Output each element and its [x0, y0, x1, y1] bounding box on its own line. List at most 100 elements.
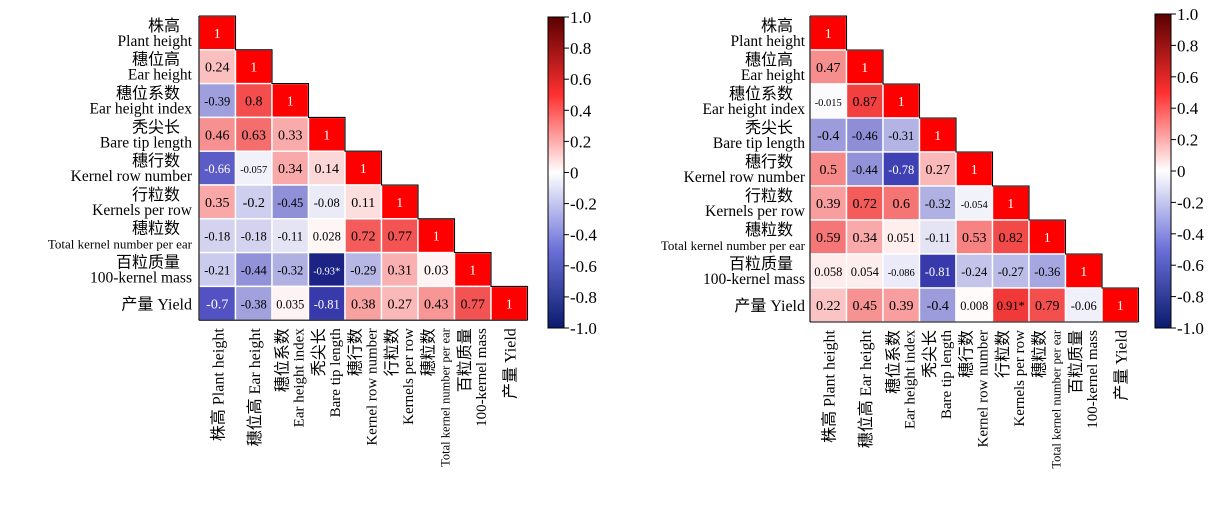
col-label-zh: 穗位系数	[884, 330, 902, 394]
col-label-en: Kernel row number	[364, 328, 380, 445]
row-label-zh: 株高	[148, 17, 180, 35]
heatmap-cell-label: 0.058	[814, 265, 842, 279]
col-label: 穗位高 Ear height	[857, 329, 875, 448]
heatmap-cell-label: 0.72	[351, 230, 376, 245]
heatmap-cell	[307, 150, 346, 186]
colorbar-tick-label: 0.6	[1177, 68, 1198, 87]
col-label: 株高 Plant height	[820, 329, 838, 442]
heatmap-cell-label: -0.24	[961, 265, 988, 279]
heatmap-cell-label: 0.03	[424, 264, 449, 279]
heatmap-cell	[991, 287, 1030, 323]
heatmap-cell-label: 0.77	[461, 297, 486, 312]
colorbar-tick-label: -0.8	[570, 288, 597, 307]
row-label-zh: 穗位高	[745, 51, 793, 69]
heatmap-cell-label: -0.78	[888, 163, 914, 177]
col-label-zh: 穗行数	[346, 328, 364, 376]
heatmap-cell-label: 0.38	[351, 297, 376, 312]
col-label: 株高 Plant height	[209, 328, 227, 441]
colorbar	[547, 16, 565, 329]
heatmap-cell-label: -0.21	[204, 264, 230, 278]
heatmap-cell-label: 0.028	[313, 230, 341, 244]
heatmap-cell-label: -0.32	[277, 264, 303, 278]
row-label-en: Ear height index	[703, 101, 806, 118]
col-label-en: Kernels per row	[401, 328, 417, 425]
row-label-zh: 百粒质量	[729, 255, 793, 273]
col-label-en: Total kernel number per ear	[1049, 329, 1063, 468]
heatmap-cell-label: 1	[861, 61, 868, 76]
col-label-en: 100-kernel mass	[474, 328, 490, 427]
heatmap-cell-label: 0.6	[893, 197, 911, 212]
heatmap-cell-label: -0.4	[927, 299, 949, 314]
heatmap-cell-label: 0.27	[388, 297, 413, 312]
heatmap-cell	[845, 287, 884, 323]
col-label-zh: 行粒数	[994, 330, 1012, 378]
heatmap-cell-label: 1	[825, 27, 832, 42]
row-label-en: Kernel row number	[684, 169, 806, 186]
heatmap-cell-label: 0.43	[424, 297, 449, 312]
heatmap-cell-label: -0.27	[998, 265, 1024, 279]
heatmap-cell-label: 0.53	[962, 231, 987, 246]
heatmap-cell-label: 0.22	[816, 299, 841, 314]
row-label-zh: 行粒数	[745, 187, 793, 205]
heatmap-cell-label: -0.81	[314, 297, 340, 311]
heatmap-cell-label: 0.79	[1035, 299, 1060, 314]
heatmap-cell-label: -0.11	[925, 231, 951, 245]
heatmap-cell	[955, 253, 994, 289]
row-label-zh: 穗粒数	[132, 220, 180, 238]
heatmap-cell-label: 1	[433, 230, 440, 245]
heatmap-cell-label: -0.054	[961, 200, 989, 211]
col-label-en: Kernel row number	[975, 330, 991, 447]
heatmap-cell-label: 0.45	[853, 299, 878, 314]
colorbar-tick-label: 0.8	[1177, 36, 1198, 55]
row-label-en: Plant height	[118, 33, 193, 50]
row-label: 产量 Yield	[121, 295, 192, 313]
heatmap-cell-label: -0.44	[852, 163, 879, 177]
heatmap-cell	[955, 287, 994, 323]
row-label-zh: 穗位系数	[729, 85, 793, 103]
row-label-en: 100-kernel mass	[90, 270, 192, 287]
colorbar-tick-label: 0.2	[570, 132, 591, 151]
heatmap-cell-label: 1	[250, 61, 257, 76]
heatmap-cell-label: -0.44	[241, 264, 268, 278]
heatmap-cell-label: 0.5	[820, 163, 838, 178]
row-label-en: Ear height	[741, 67, 806, 84]
heatmap-cell	[234, 116, 273, 152]
heatmap-cell	[845, 49, 884, 85]
heatmap-cell-label: -0.7	[206, 297, 228, 312]
heatmap-cell-label: -0.46	[852, 129, 878, 143]
colorbar-tick-label: -0.2	[1177, 193, 1204, 212]
heatmap-cell-label: 1	[214, 27, 221, 42]
heatmap-cell-label: 0.8	[245, 95, 263, 110]
heatmap-cell	[234, 218, 273, 254]
heatmap-cell-label: 1	[1007, 197, 1014, 212]
colorbar-tick-label: -0.6	[1177, 256, 1204, 275]
heatmap-cell-label: 1	[898, 95, 905, 110]
heatmap-cell-label: 0.051	[887, 231, 915, 245]
heatmap-cell-label: -0.39	[204, 95, 230, 109]
colorbar-tick-label: -0.4	[1177, 225, 1204, 244]
heatmap-cell-label: 0.87	[853, 95, 878, 110]
heatmap-cell-label: -0.4	[817, 129, 839, 144]
row-label-en: Ear height index	[90, 101, 193, 118]
heatmap-cell	[234, 150, 273, 186]
heatmap-cell	[490, 285, 529, 321]
heatmap-cell	[453, 251, 492, 288]
col-label-zh: 秃尖长	[310, 328, 328, 376]
col-label-zh: 穗位系数	[273, 328, 291, 392]
row-label-en: Bare tip length	[100, 134, 192, 151]
colorbar-tick-label: 0.4	[570, 101, 592, 120]
heatmap-cell-label: -0.015	[815, 98, 842, 109]
col-label: 穗位高 Ear height	[246, 328, 264, 447]
heatmap-cell-label: 1	[1080, 265, 1087, 280]
heatmap-cell	[882, 117, 921, 153]
heatmap-cell	[307, 184, 346, 220]
heatmap-cell-label: -0.057	[240, 165, 267, 176]
heatmap-cell-label: 0.39	[889, 299, 914, 314]
col-label: 产量 Yield	[501, 328, 519, 399]
heatmap-cell-label: 0.14	[315, 162, 340, 177]
heatmap-cell-label: 0.24	[205, 61, 230, 76]
col-label-en: Ear height index	[902, 330, 918, 430]
row-label-en: Bare tip length	[713, 135, 805, 152]
col-label-en: Kernels per row	[1012, 330, 1028, 427]
heatmap-cell-label: 0.27	[926, 163, 951, 178]
